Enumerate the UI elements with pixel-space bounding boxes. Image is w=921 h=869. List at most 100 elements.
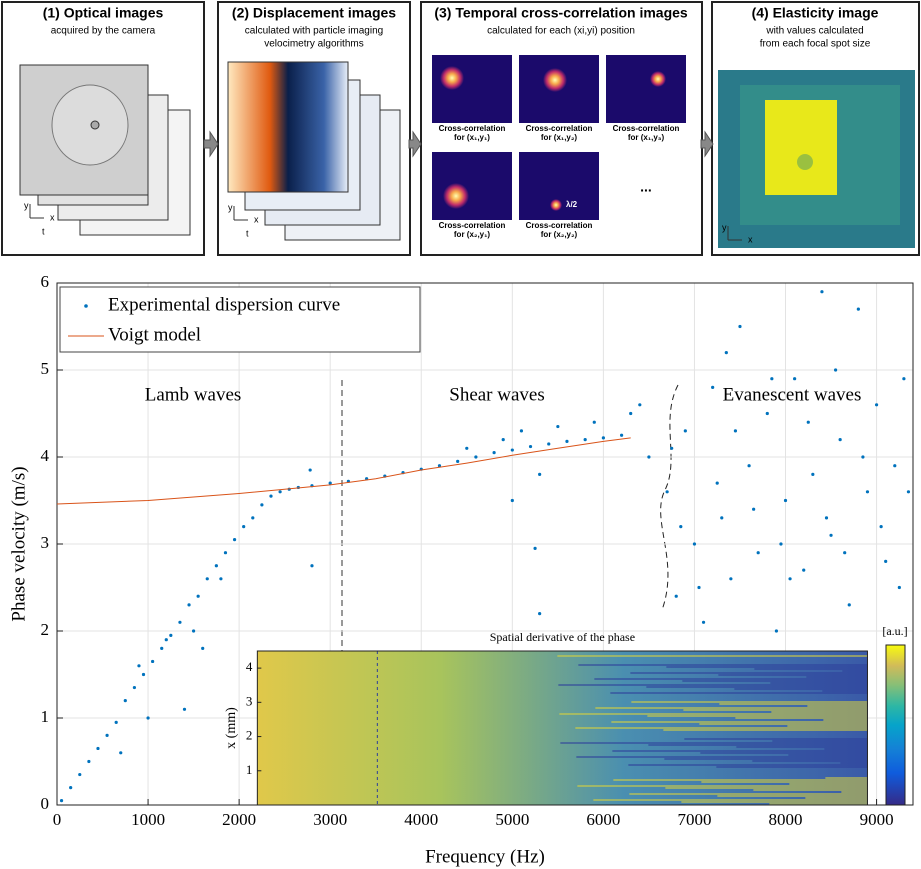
y-tick-label: 5 [41, 359, 50, 378]
panel-subtitle: calculated with particle imaging [245, 26, 383, 37]
heatmap-texture [805, 797, 868, 799]
xcorr-caption: Cross-correlation [439, 221, 506, 230]
data-point [692, 542, 697, 546]
data-point [556, 424, 560, 429]
data-point [770, 377, 774, 381]
data-point [861, 455, 865, 459]
data-point [829, 533, 833, 537]
data-point [465, 446, 469, 450]
data-point [137, 664, 141, 668]
heatmap-texture [576, 756, 868, 758]
arrows [203, 130, 714, 158]
data-point [219, 577, 223, 581]
xcorr-caption: for (x₁,y₃) [628, 133, 665, 142]
heatmap-texture [716, 766, 868, 768]
axis-glyph-label: x [50, 212, 55, 222]
data-point [724, 351, 728, 355]
heatmap-texture [646, 686, 868, 688]
heatmap-texture [824, 748, 868, 750]
heatmap-texture [807, 705, 868, 707]
heatmap-texture [663, 729, 868, 731]
data-point [164, 638, 168, 642]
data-point [592, 420, 596, 424]
data-point [665, 490, 669, 494]
data-point [752, 507, 756, 511]
xcorr-caption: for (x₂,y₁) [454, 230, 491, 239]
xcorr-caption: for (x₁,y₁) [454, 133, 490, 142]
heatmap-texture [575, 727, 868, 729]
heatmap-texture [752, 760, 868, 762]
data-point [437, 464, 442, 468]
data-point [638, 403, 642, 407]
data-point [838, 438, 842, 442]
elasticity-image [718, 70, 915, 248]
axis-glyph-label: x [254, 214, 259, 224]
data-point [765, 411, 769, 416]
heatmap-texture [736, 746, 868, 748]
heatmap-texture [557, 655, 868, 657]
lambda-marker: λ/2 [566, 200, 578, 209]
axis-glyph-label: x [748, 234, 753, 244]
x-axis-label: Frequency (Hz) [425, 846, 545, 867]
inset-y-label: x (mm) [224, 707, 239, 749]
data-point [114, 720, 118, 724]
data-point [214, 564, 218, 568]
heatmap-texture [628, 764, 868, 766]
heatmap-texture [647, 715, 868, 717]
data-point [629, 411, 633, 416]
y-axis-label: Phase velocity (m/s) [8, 466, 29, 621]
data-point [242, 525, 246, 529]
displacement-stack [227, 61, 401, 241]
colorbar [885, 644, 906, 806]
heatmap-texture [594, 678, 868, 680]
heatmap-texture [701, 781, 868, 783]
heatmap-texture [787, 725, 868, 727]
data-point [843, 551, 847, 555]
data-point [132, 685, 137, 690]
data-point [647, 455, 651, 459]
data-point [456, 459, 460, 463]
data-point [182, 707, 187, 711]
region-label: Shear waves [449, 384, 545, 405]
data-point [583, 438, 587, 442]
x-tick-label: 4000 [404, 810, 438, 829]
data-point [879, 525, 883, 529]
data-point [78, 772, 82, 777]
legend-marker [84, 304, 88, 308]
y-tick-label: 0 [41, 794, 50, 813]
data-point [756, 551, 760, 555]
panel-subtitle: acquired by the camera [51, 26, 156, 37]
data-point [824, 516, 829, 520]
data-point [269, 494, 273, 498]
x-tick-label: 7000 [677, 810, 711, 829]
data-point [151, 659, 155, 664]
inset-title: Spatial derivative of the phase [490, 630, 635, 644]
heatmap-texture [772, 740, 868, 742]
xcorr-caption: Cross-correlation [526, 124, 593, 133]
optical-stack [19, 64, 191, 236]
panel-title: (2) Displacement images [232, 5, 396, 21]
data-point [906, 490, 911, 494]
data-point [178, 620, 182, 624]
data-point [260, 503, 264, 507]
data-point [310, 564, 314, 568]
axis-glyph-label: y [228, 202, 233, 212]
y-tick-label: 6 [41, 272, 50, 291]
axis-glyph-label: y [24, 200, 29, 210]
data-point [119, 751, 123, 755]
data-point [683, 429, 687, 433]
data-point [874, 403, 879, 407]
inset-y-tick-label: 3 [246, 693, 253, 708]
xcorr-caption: Cross-correlation [439, 124, 506, 133]
data-point [146, 716, 150, 720]
heatmap-texture [822, 690, 868, 692]
data-point [187, 603, 191, 607]
data-point [533, 546, 537, 550]
xcorr-caption: for (x₁,y₂) [541, 133, 578, 142]
data-point [160, 646, 164, 651]
data-point [788, 577, 792, 581]
heatmap-texture [719, 703, 868, 705]
panel-subtitle: from each focal spot size [760, 39, 871, 50]
axis-glyph-label: t [42, 226, 45, 236]
